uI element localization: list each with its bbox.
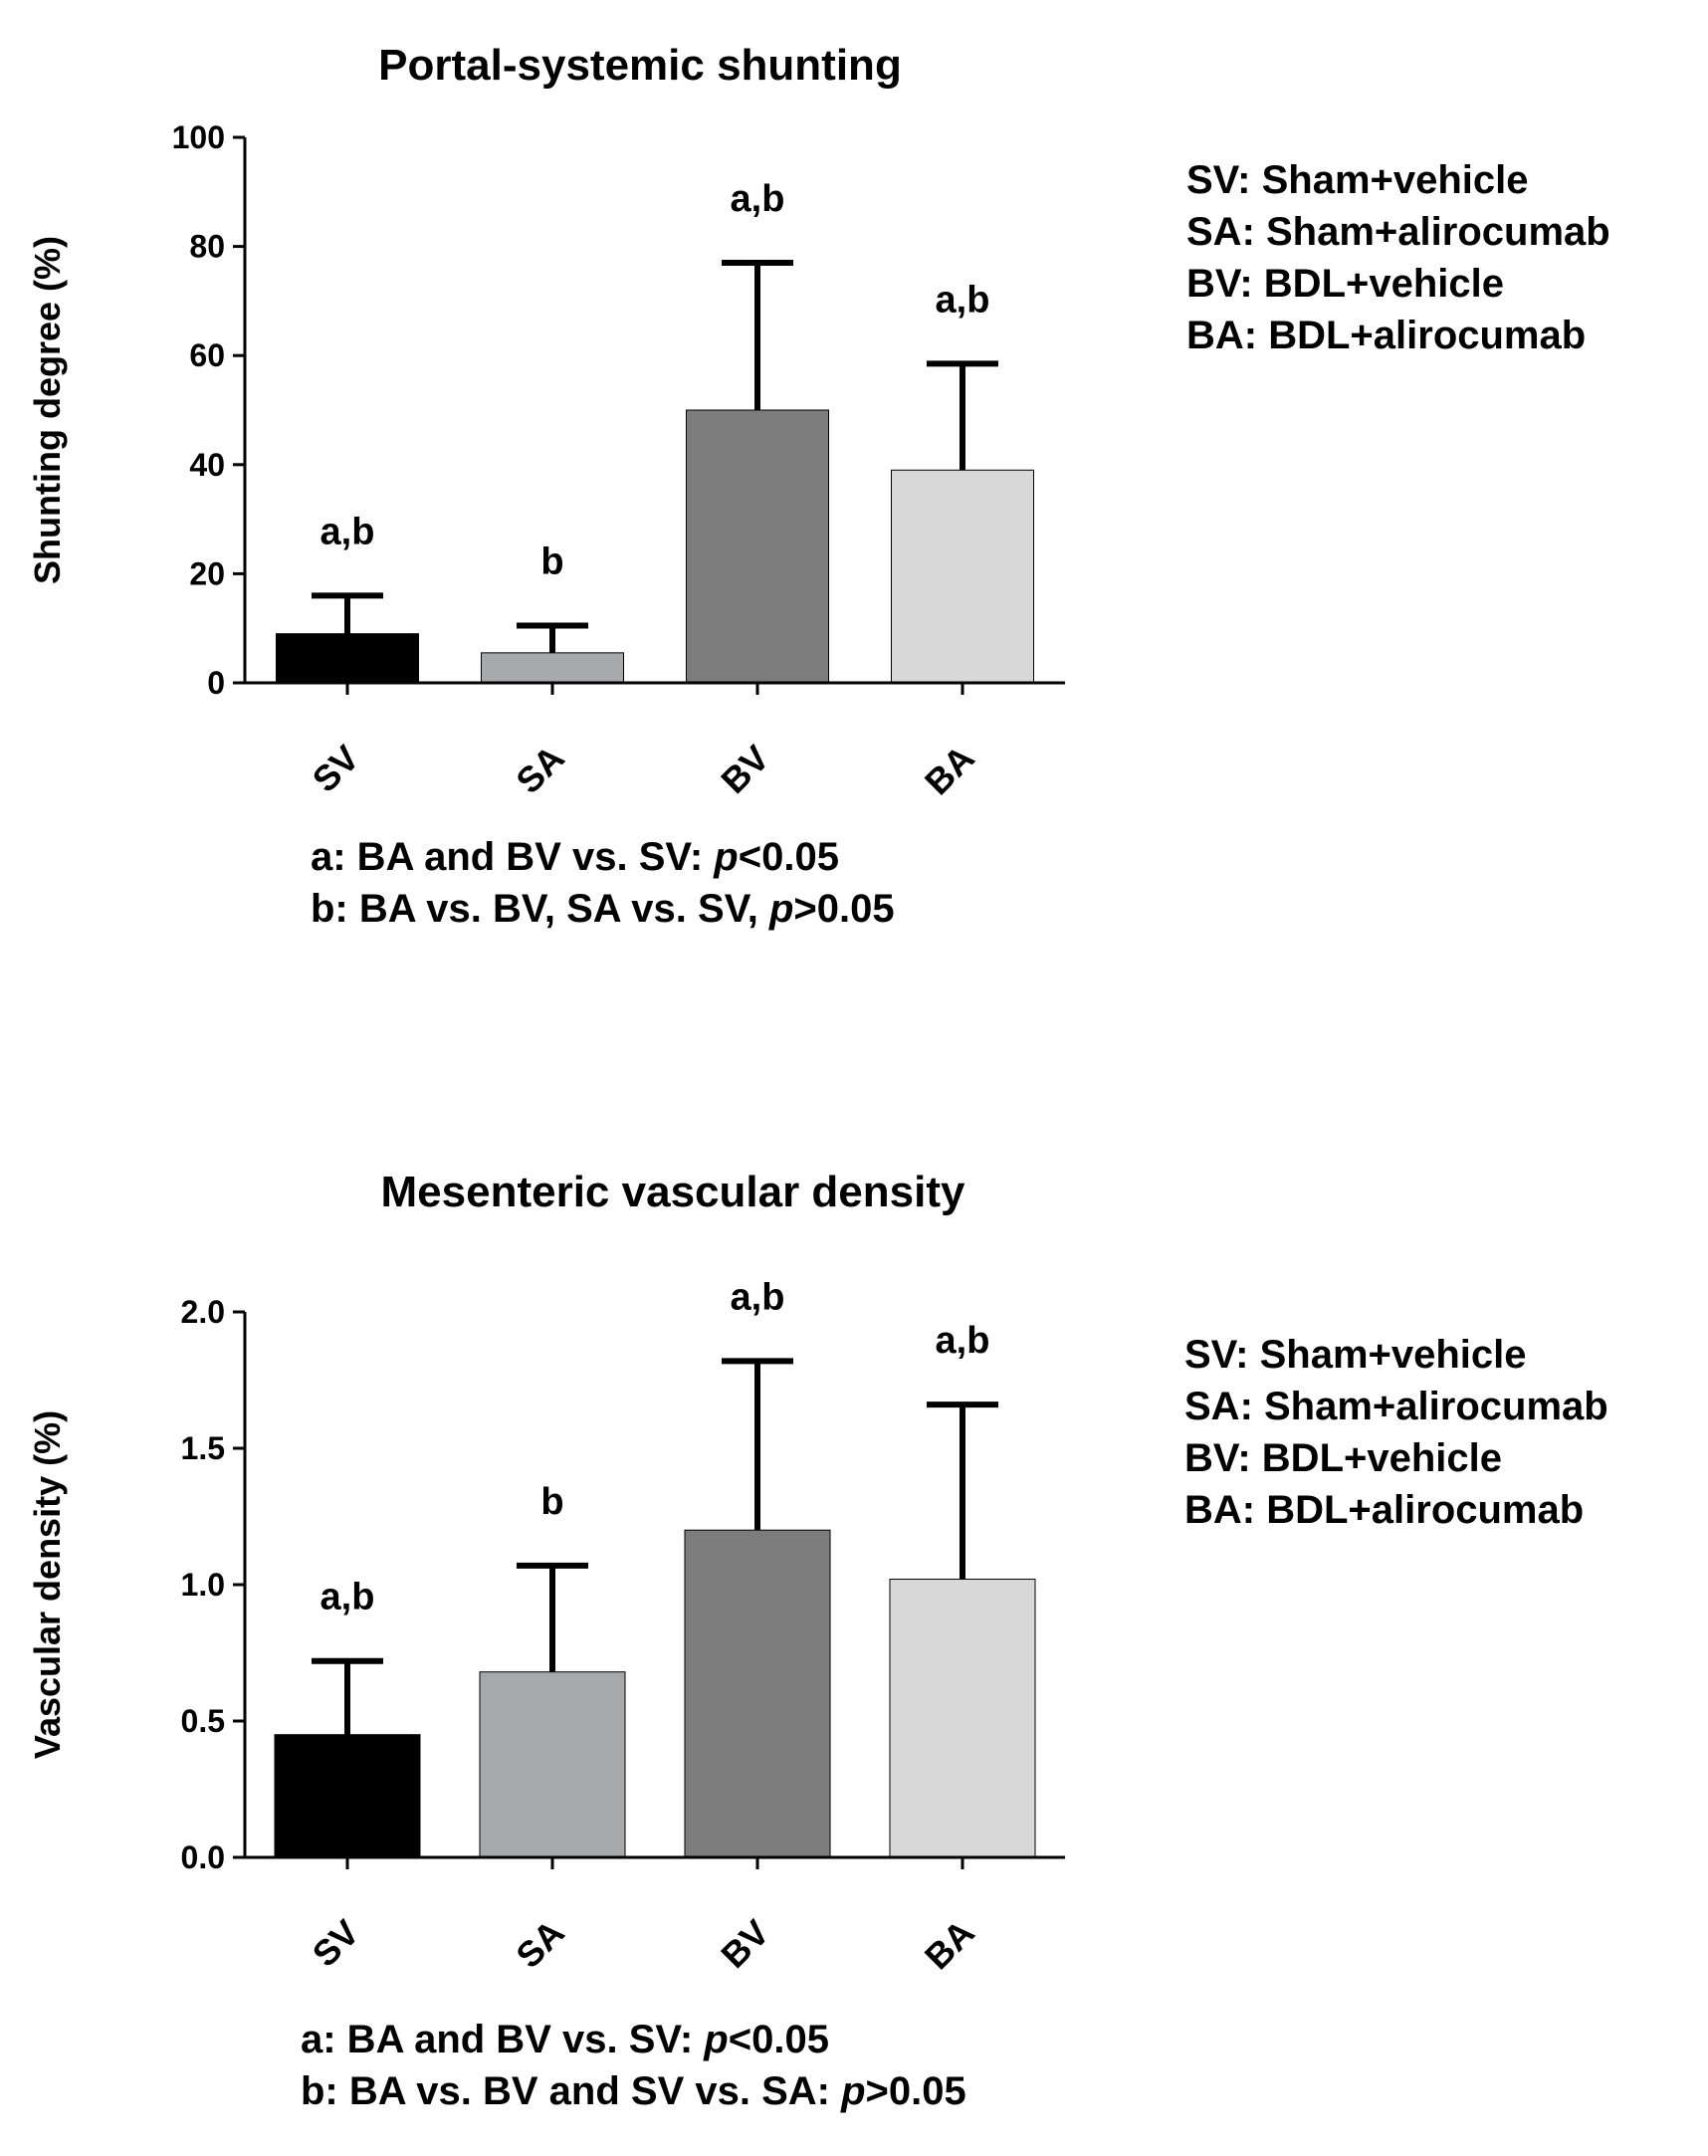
significance-label-BV: a,b	[731, 1276, 785, 1318]
x-tick-label-BV: BV	[713, 1912, 776, 1976]
y-tick-label: 2.0	[181, 1294, 225, 1330]
y-tick-label: 1.5	[181, 1430, 225, 1466]
y-tick-label: 100	[172, 119, 225, 155]
legend-entry: BV: BDL+vehicle	[1186, 262, 1504, 306]
note-text: b: BA vs. BV and SV vs. SA:	[301, 2069, 841, 2113]
y-tick-label: 80	[189, 229, 225, 265]
x-tick-label-SV: SV	[305, 738, 367, 800]
note-p: p	[703, 2018, 728, 2061]
y-tick-label: 60	[189, 337, 225, 373]
chart-1: Portal-systemic shunting Shunting degree …	[27, 41, 1610, 931]
y-tick-label: 0	[207, 665, 225, 701]
significance-label-BA: a,b	[936, 1320, 990, 1362]
bar-BV	[686, 409, 829, 684]
y-tick-label: 0.5	[181, 1703, 225, 1739]
chart-title: Mesenteric vascular density	[381, 1168, 965, 1216]
x-tick-label-BA: BA	[917, 738, 982, 803]
chart-2: Mesenteric vascular density Vascular dens…	[27, 1168, 1608, 2113]
legend-entry: BA: BDL+alirocumab	[1184, 1488, 1584, 1532]
y-axis-label: Shunting degree (%)	[27, 236, 68, 584]
significance-note: a: BA and BV vs. SV: p<0.05	[301, 2018, 829, 2061]
bar-SV	[274, 1734, 421, 1858]
significance-label-SA: b	[540, 540, 563, 582]
x-tick-label-SA: SA	[508, 738, 571, 801]
x-tick-label-BA: BA	[917, 1912, 982, 1978]
significance-note: a: BA and BV vs. SV: p<0.05	[311, 835, 839, 879]
legend-entry: SA: Sham+alirocumab	[1186, 210, 1610, 254]
note-text: a: BA and BV vs. SV:	[311, 835, 714, 879]
significance-note: b: BA vs. BV, SA vs. SV, p>0.05	[311, 887, 895, 931]
bar-SA	[479, 1671, 626, 1858]
note-p: p	[840, 2069, 865, 2113]
y-tick-label: 40	[189, 447, 225, 483]
bar-SA	[481, 652, 624, 684]
bar-SV	[276, 633, 419, 684]
note-p: p	[768, 887, 793, 931]
note-threshold: <0.05	[729, 2018, 829, 2061]
note-text: a: BA and BV vs. SV:	[301, 2018, 704, 2061]
x-tick-label-BV: BV	[713, 738, 776, 801]
bar-BA	[889, 1579, 1036, 1858]
y-tick-label: 0.0	[181, 1839, 225, 1875]
bar-BV	[684, 1529, 831, 1858]
note-threshold: >0.05	[793, 887, 894, 931]
significance-label-SA: b	[540, 1481, 563, 1523]
note-threshold: >0.05	[866, 2069, 966, 2113]
significance-label-SV: a,b	[320, 511, 375, 552]
y-tick-label: 1.0	[181, 1567, 225, 1603]
chart-title: Portal-systemic shunting	[378, 41, 902, 90]
y-tick-label: 20	[189, 555, 225, 591]
legend-entry: BV: BDL+vehicle	[1184, 1436, 1502, 1480]
significance-label-SV: a,b	[320, 1577, 375, 1618]
significance-label-BA: a,b	[936, 279, 990, 321]
note-p: p	[713, 835, 738, 879]
note-threshold: <0.05	[739, 835, 839, 879]
note-text: b: BA vs. BV, SA vs. SV,	[311, 887, 769, 931]
legend-entry: BA: BDL+alirocumab	[1186, 314, 1586, 357]
significance-note: b: BA vs. BV and SV vs. SA: p>0.05	[301, 2069, 966, 2113]
bar-BA	[891, 469, 1034, 684]
significance-label-BV: a,b	[731, 178, 785, 220]
legend-entry: SV: Sham+vehicle	[1186, 158, 1529, 202]
x-tick-label-SA: SA	[508, 1912, 571, 1976]
x-tick-label-SV: SV	[305, 1912, 367, 1975]
legend-entry: SV: Sham+vehicle	[1184, 1333, 1527, 1377]
y-axis-label: Vascular density (%)	[27, 1410, 68, 1759]
legend-entry: SA: Sham+alirocumab	[1184, 1385, 1608, 1428]
